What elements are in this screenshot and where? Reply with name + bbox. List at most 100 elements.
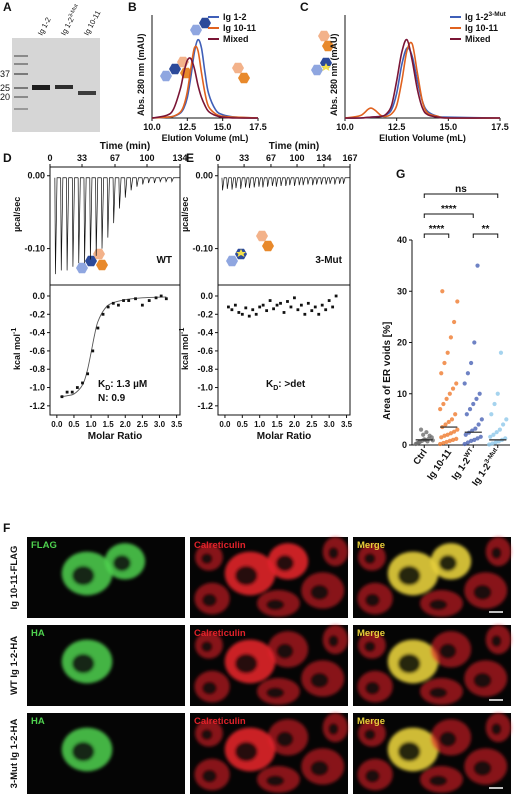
data-point <box>501 422 506 427</box>
y-tick-label: -1.0 <box>197 383 213 393</box>
nucleus <box>309 760 330 777</box>
data-point <box>111 301 115 305</box>
line-series <box>151 57 259 119</box>
line-series <box>151 45 259 119</box>
data-point <box>240 312 244 316</box>
cells <box>61 639 113 684</box>
panel-label: A <box>3 0 12 14</box>
injection-peak <box>153 177 160 184</box>
y-tick-label: -0.2 <box>29 309 45 319</box>
data-point <box>452 319 457 325</box>
data-point <box>415 440 420 446</box>
data-point <box>490 441 495 446</box>
mutation-star <box>321 63 331 71</box>
injection-peak <box>77 177 84 264</box>
nucleus <box>71 741 95 762</box>
y-tick-label: -0.10 <box>24 244 45 254</box>
legend-label: Mixed <box>465 34 491 44</box>
y-axis-label: Abs. 280 nm (mAU) <box>329 33 339 116</box>
plot-frame <box>49 284 181 416</box>
protein-band <box>55 85 73 89</box>
x-tick-label: 0.5 <box>237 420 249 429</box>
injection-peak <box>248 177 254 189</box>
nucleus <box>201 769 218 784</box>
injection-peak <box>95 177 102 256</box>
mutation-star <box>236 249 246 257</box>
x-tick-label: 1.0 <box>254 420 266 429</box>
data-point <box>465 371 470 376</box>
lane-label-main: Ig 1-2 <box>59 16 76 37</box>
icon <box>311 64 323 76</box>
data-point <box>81 381 84 385</box>
marker-label: 37 <box>0 69 10 79</box>
micrograph <box>353 537 511 618</box>
data-point <box>488 434 493 439</box>
cells <box>194 625 348 705</box>
legend-label-sup: 3-Mut <box>489 11 507 18</box>
kd-rest: : 1.3 µM <box>110 379 147 390</box>
y-tick-label: 0.00 <box>195 171 213 181</box>
injection-peak <box>284 177 290 187</box>
data-point <box>117 303 120 307</box>
channel-label: Calreticulin <box>194 628 246 639</box>
data-point <box>497 427 502 432</box>
channel-label: Merge <box>357 628 385 639</box>
x-tick-label: 134 <box>172 153 187 163</box>
icon <box>238 72 250 84</box>
y-tick-label: -0.8 <box>197 364 213 374</box>
data-point <box>65 390 69 394</box>
injection-peak <box>221 177 227 191</box>
data-point <box>454 436 459 441</box>
data-point <box>444 396 449 401</box>
data-point <box>487 442 492 447</box>
nucleus <box>438 642 458 660</box>
kd-annotation: KD: >det <box>266 379 306 392</box>
marker-band <box>14 63 28 65</box>
panel-label: B <box>128 0 137 14</box>
nucleus <box>428 774 448 787</box>
y-axis-label: µcal/sec <box>12 197 22 232</box>
data-point <box>445 432 450 437</box>
data-point <box>476 422 481 427</box>
injection-peak <box>315 177 321 185</box>
lane-label: Ig 1-2 <box>36 16 53 37</box>
nucleus <box>490 634 503 648</box>
legend-label: Mixed <box>223 34 249 44</box>
data-point <box>286 300 289 303</box>
cells <box>357 625 511 705</box>
x-tick-label: 3.5 <box>171 420 183 429</box>
injection-peak <box>261 177 268 188</box>
x-tick-label: 100 <box>290 153 305 163</box>
chart-title: Time (min) <box>100 141 150 152</box>
marker-label: 20 <box>0 92 10 102</box>
nucleus <box>490 546 503 560</box>
data-point <box>450 386 456 391</box>
injection-peak <box>280 177 286 187</box>
panel-label: C <box>300 0 309 14</box>
icon <box>160 70 172 82</box>
nucleus <box>472 584 493 601</box>
injection-peak <box>298 177 303 186</box>
data-point <box>140 303 144 307</box>
x-tick-label: 134 <box>316 153 331 163</box>
legend-label-main: Ig 10-11 <box>465 23 498 33</box>
data-point <box>447 438 452 443</box>
injection-peak <box>66 177 73 271</box>
nucleus <box>265 686 285 699</box>
data-point <box>427 433 432 438</box>
kd-main: K <box>266 379 274 390</box>
x-axis-label: Elution Volume (mL) <box>379 133 466 143</box>
injection-peak <box>54 177 61 275</box>
legend-label: Ig 1-2 <box>223 12 247 22</box>
y-tick-label: -1.2 <box>197 401 213 411</box>
nucleus <box>201 681 218 696</box>
x-tick-label-main: Ig 1-2 <box>470 462 493 489</box>
cells <box>194 713 348 793</box>
x-tick-label: 1.5 <box>271 420 283 429</box>
x-tick-label-main: Ctrl <box>411 447 429 467</box>
micrograph <box>190 537 348 618</box>
x-tick-label: 3.5 <box>341 420 353 429</box>
x-tick-label: 15.0 <box>440 122 458 132</box>
significance-bracket <box>472 233 499 238</box>
data-point <box>504 417 509 422</box>
